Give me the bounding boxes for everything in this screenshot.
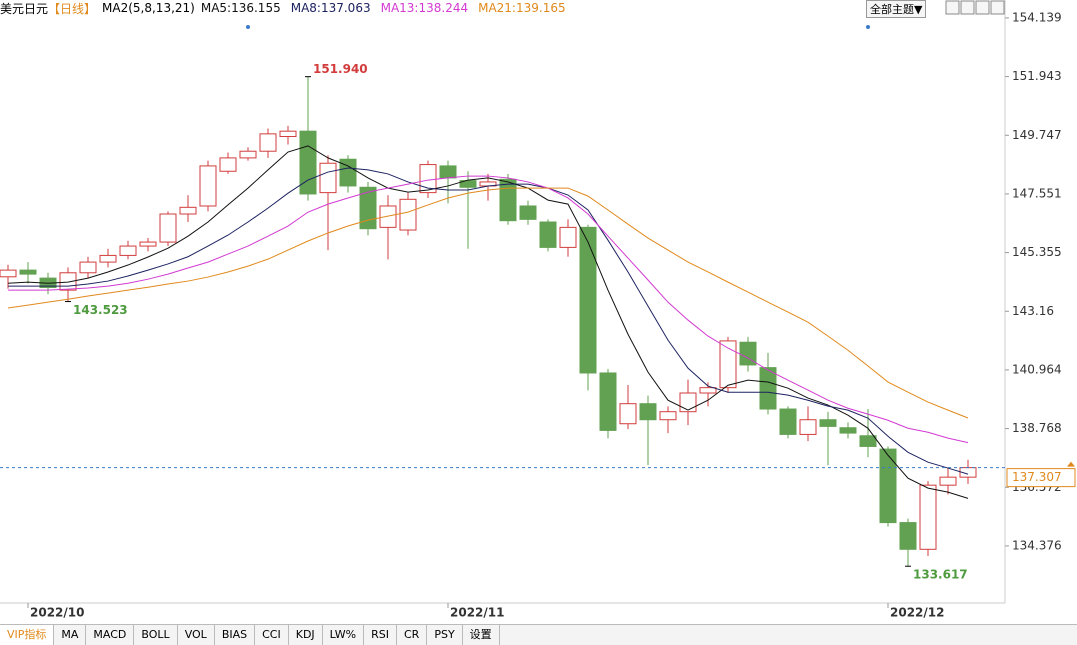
tab[interactable]: RSI	[364, 625, 397, 645]
x-tick-label: 2022/10	[30, 606, 84, 620]
symbol: 美元日元	[0, 1, 49, 16]
tab[interactable]: BIAS	[215, 625, 256, 645]
candle-body	[459, 180, 477, 188]
tool-icon[interactable]	[945, 0, 960, 15]
candle-body	[699, 387, 717, 394]
tab[interactable]: CR	[397, 625, 428, 645]
candle-body	[119, 245, 137, 256]
candle-body	[0, 269, 17, 278]
ma-line	[8, 175, 969, 444]
candle-body	[799, 419, 817, 435]
tab[interactable]: VOL	[178, 625, 215, 645]
candle-body	[359, 186, 377, 230]
candle-body	[199, 165, 217, 207]
legend-entry: MA5:136.155	[200, 1, 281, 15]
theme-button[interactable]: 全部主题▼	[866, 0, 927, 18]
candle-body	[839, 427, 857, 434]
last-price-label: 137.307	[1012, 470, 1062, 484]
candle-body	[899, 522, 917, 550]
y-tick-label: 154.139	[1012, 10, 1062, 24]
candle-body	[219, 157, 237, 172]
marker-dot	[246, 25, 250, 29]
candle-body	[599, 372, 617, 431]
legend-entry: MA21:139.165	[478, 1, 566, 15]
tab[interactable]: KDJ	[289, 625, 323, 645]
candle-body	[339, 158, 357, 187]
candle-body	[379, 205, 397, 228]
period: 【日线】	[48, 1, 97, 16]
indicator: MA2(5,8,13,21)	[102, 1, 195, 15]
ma-line	[7, 187, 969, 419]
candle-body	[679, 392, 697, 413]
candle-body	[859, 435, 877, 447]
candle-body	[139, 241, 157, 247]
candle-body	[99, 254, 117, 263]
tab[interactable]: LW%	[323, 625, 365, 645]
tab[interactable]: BOLL	[134, 625, 178, 645]
y-tick-label: 149.747	[1012, 128, 1062, 142]
y-tick-label: 143.16	[1012, 304, 1054, 318]
x-tick-label: 2022/11	[450, 606, 504, 620]
candle-body	[879, 448, 897, 524]
annotation-label: 133.617	[913, 568, 968, 582]
ma-line	[7, 145, 969, 499]
candle-body	[499, 178, 517, 222]
candle-body	[179, 206, 197, 215]
last-price-box	[1006, 468, 1076, 488]
tab[interactable]: 设置	[463, 625, 500, 645]
candle-body	[159, 213, 177, 243]
annotation-label: 151.940	[313, 62, 368, 76]
header: 美元日元 【日线】 MA2(5,8,13,21) MA5:136.155 MA8:…	[0, 0, 566, 16]
tab[interactable]: VIP指标	[0, 625, 55, 645]
y-tick-label: 138.768	[1012, 421, 1062, 435]
x-tick-label: 2022/12	[890, 606, 944, 620]
candle-body	[559, 226, 577, 248]
candle-body	[399, 198, 417, 231]
y-tick-label: 140.964	[1012, 362, 1062, 376]
marker-dot	[866, 25, 870, 29]
legend-entry: MA13:138.244	[380, 1, 469, 15]
tool-icon[interactable]	[960, 0, 975, 15]
ma-line	[8, 167, 969, 475]
candle-body	[639, 403, 657, 421]
tool-icon[interactable]	[975, 0, 990, 15]
legend: MA5:136.155 MA8:137.063 MA13:138.244 MA21:1…	[201, 1, 566, 15]
candle-body	[759, 367, 777, 410]
tab-bar: VIP指标 MA MACD BOLL VOL BIAS CCI KDJ LW% RSI CR PSY 设…	[0, 624, 1077, 645]
y-tick-label: 147.551	[1012, 186, 1062, 200]
candle-body	[919, 484, 937, 550]
tab[interactable]: CCI	[255, 625, 289, 645]
candle-body	[619, 403, 637, 425]
candle-body	[279, 130, 297, 138]
candle-body	[79, 261, 97, 274]
candle-body	[719, 340, 737, 389]
chart: 134.376136.572138.768140.964143.16145.35…	[0, 0, 1076, 620]
y-tick-label: 151.943	[1012, 69, 1062, 83]
candle-body	[779, 408, 797, 435]
candle-body	[939, 476, 957, 486]
candle-body	[19, 269, 37, 275]
candle-body	[579, 226, 597, 374]
candle-body	[439, 165, 457, 179]
annotation-label: 143.523	[73, 303, 128, 317]
tab[interactable]: MACD	[86, 625, 135, 645]
y-tick-label: 145.355	[1012, 245, 1062, 259]
candle-body	[319, 162, 337, 194]
candle-body	[239, 150, 257, 159]
tab[interactable]: PSY	[427, 625, 463, 645]
y-tick-label: 134.376	[1012, 538, 1062, 552]
candle-body	[259, 133, 277, 152]
last-price-arrow	[1067, 461, 1075, 467]
tab[interactable]: MA	[54, 625, 87, 645]
tool-icon[interactable]	[990, 0, 1005, 15]
candle-body	[419, 164, 437, 194]
toolbar-icons	[945, 0, 1005, 15]
candle-body	[819, 419, 837, 427]
candle-body	[299, 130, 317, 195]
candle-body	[519, 205, 537, 220]
candle-body	[539, 221, 557, 248]
legend-entry: MA8:137.063	[290, 1, 371, 15]
candle-body	[659, 411, 677, 421]
